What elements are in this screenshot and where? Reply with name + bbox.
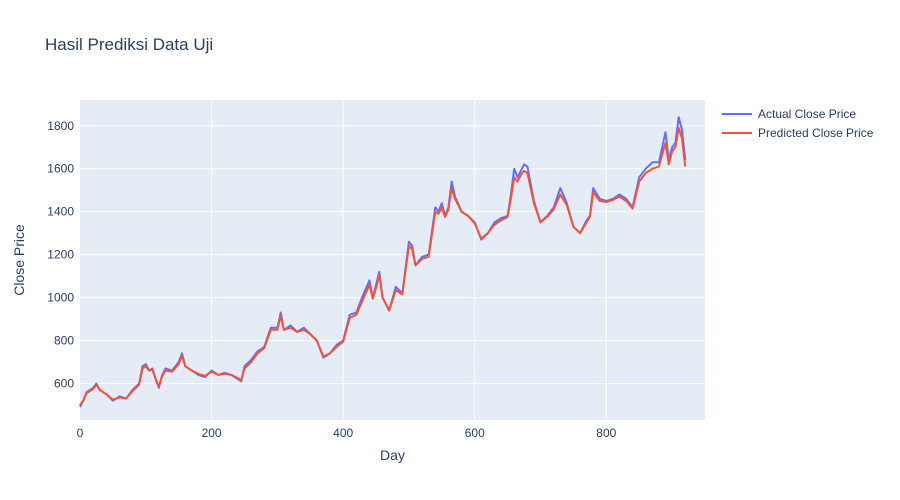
y-tick-label: 1800 — [47, 119, 74, 133]
legend-label: Actual Close Price — [758, 107, 856, 121]
chart-title: Hasil Prediksi Data Uji — [45, 35, 213, 54]
y-tick-label: 1400 — [47, 205, 74, 219]
x-tick-label: 600 — [465, 426, 485, 440]
y-axis-title: Close Price — [11, 224, 27, 296]
series-layer — [79, 116, 687, 408]
x-tick-label: 0 — [77, 426, 84, 440]
legend-item-actual-close-price[interactable]: Actual Close Price — [722, 107, 856, 121]
legend-label: Predicted Close Price — [758, 126, 874, 140]
y-tick-label: 800 — [54, 334, 74, 348]
y-tick-label: 1200 — [47, 248, 74, 262]
x-tick-label: 800 — [596, 426, 616, 440]
predicted-close-price-line — [79, 126, 687, 406]
y-tick-label: 1600 — [47, 162, 74, 176]
y-tick-label: 600 — [54, 376, 74, 390]
x-tick-label: 200 — [202, 426, 222, 440]
x-axis-title: Day — [380, 447, 405, 463]
legend-item-predicted-close-price[interactable]: Predicted Close Price — [722, 126, 874, 140]
grid-layer — [80, 100, 705, 420]
legend[interactable]: Actual Close Price Predicted Close Price — [722, 107, 874, 140]
y-tick-label: 1000 — [47, 291, 74, 305]
plot-area — [80, 100, 705, 420]
tick-layer: 0 200 400 600 800 600 800 1000 1200 1400 1600 1800 — [47, 119, 616, 440]
x-tick-label: 400 — [333, 426, 353, 440]
